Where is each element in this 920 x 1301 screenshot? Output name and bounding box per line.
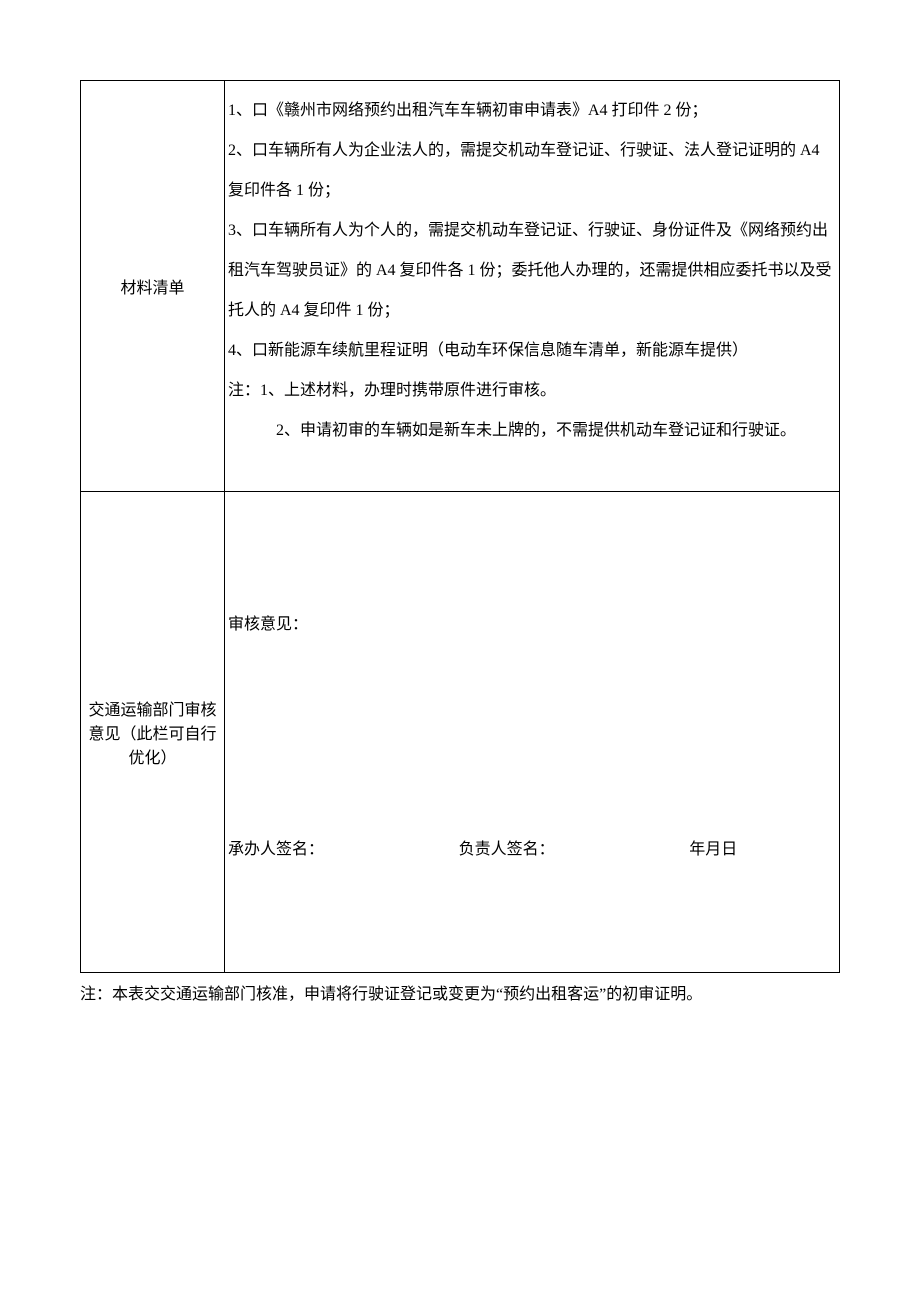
material-note-2: 2、申请初审的车辆如是新车未上牌的，不需提供机动车登记证和行驶证。 — [228, 411, 836, 451]
review-opinion-label: 审核意见： — [228, 607, 308, 642]
review-content-cell: 审核意见： 承办人签名： 负责人签名： 年月日 — [225, 492, 840, 973]
materials-label: 材料清单 — [120, 280, 184, 297]
material-item-4: 4、口新能源车续航里程证明（电动车环保信息随车清单，新能源车提供） — [228, 331, 836, 371]
material-item-2: 2、口车辆所有人为企业法人的，需提交机动车登记证、行驶证、法人登记证明的 A4 … — [228, 131, 836, 211]
footnote: 注：本表交交通运输部门核准，申请将行驶证登记或变更为“预约出租客运”的初审证明。 — [80, 981, 840, 1010]
material-item-1: 1、口《赣州市网络预约出租汽车车辆初审申请表》A4 打印件 2 份； — [228, 91, 836, 131]
review-label-cell: 交通运输部门审核意见（此栏可自行优化） — [81, 492, 225, 973]
materials-label-cell: 材料清单 — [81, 81, 225, 492]
review-row: 交通运输部门审核意见（此栏可自行优化） 审核意见： 承办人签名： 负责人签名： … — [81, 492, 840, 973]
responsible-signature-label: 负责人签名： — [459, 832, 690, 867]
document-page: 材料清单 1、口《赣州市网络预约出租汽车车辆初审申请表》A4 打印件 2 份； … — [0, 0, 920, 1010]
signature-row: 承办人签名： 负责人签名： 年月日 — [228, 832, 836, 867]
date-label: 年月日 — [689, 832, 836, 867]
review-label: 交通运输部门审核意见（此栏可自行优化） — [88, 702, 216, 767]
material-note-1: 注：1、上述材料，办理时携带原件进行审核。 — [228, 371, 836, 411]
form-table: 材料清单 1、口《赣州市网络预约出租汽车车辆初审申请表》A4 打印件 2 份； … — [80, 80, 840, 973]
material-item-3: 3、口车辆所有人为个人的，需提交机动车登记证、行驶证、身份证件及《网络预约出租汽… — [228, 211, 836, 331]
materials-content-cell: 1、口《赣州市网络预约出租汽车车辆初审申请表》A4 打印件 2 份； 2、口车辆… — [225, 81, 840, 492]
handler-signature-label: 承办人签名： — [228, 832, 459, 867]
materials-row: 材料清单 1、口《赣州市网络预约出租汽车车辆初审申请表》A4 打印件 2 份； … — [81, 81, 840, 492]
